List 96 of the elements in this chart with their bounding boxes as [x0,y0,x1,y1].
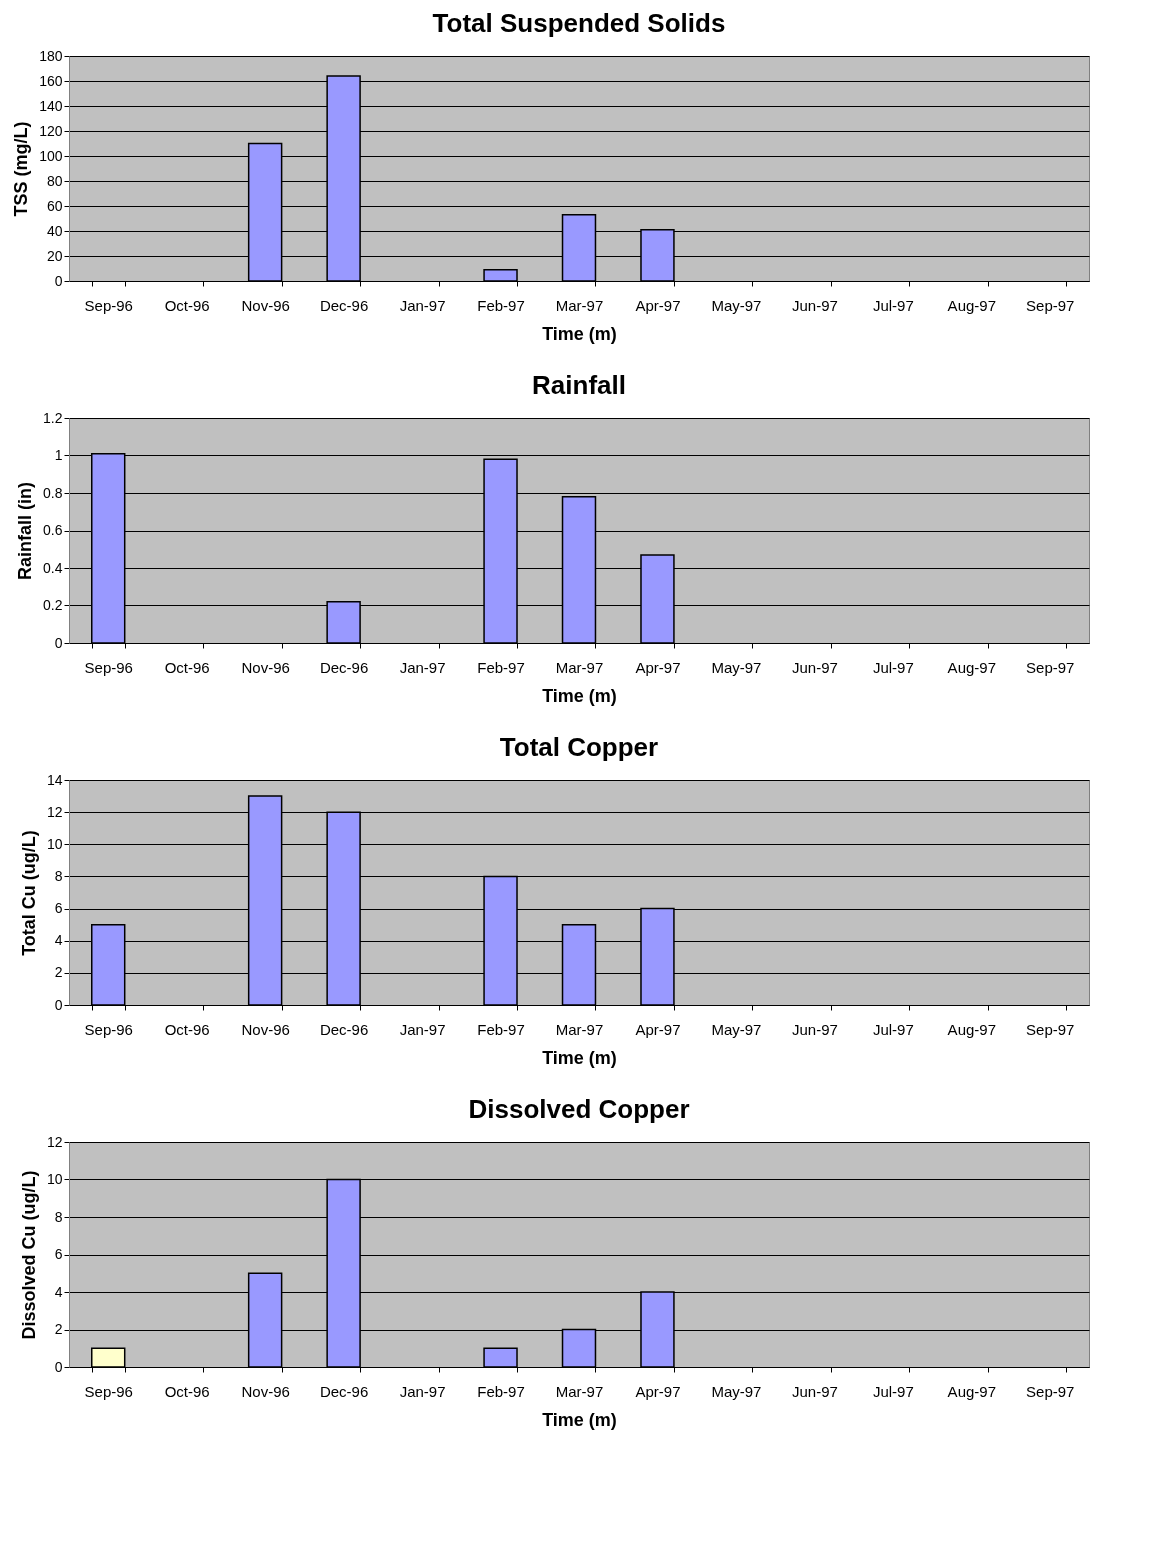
x-tick-label: Jul-97 [872,658,914,676]
y-tick-label: 6 [54,1246,63,1262]
x-tick-label: May-97 [711,658,762,676]
x-tick-label: Jan-97 [399,1020,446,1038]
x-tick-label: Jan-97 [399,296,446,314]
x-tick-label: Sep-97 [1026,296,1075,314]
x-tick-label: Aug-97 [947,1020,996,1038]
y-tick-label: 4 [54,932,63,949]
x-tick-label: Jun-97 [791,1382,838,1400]
x-tick-label: Nov-96 [241,296,290,314]
y-tick-label: 2 [54,964,63,981]
y-axis-title: Total Cu (ug/L) [18,830,39,956]
x-tick-label: Sep-96 [84,296,133,314]
x-tick-label: Mar-97 [555,296,604,314]
y-axis-title: Dissolved Cu (ug/L) [18,1170,39,1340]
x-tick-label: Jul-97 [872,1382,914,1400]
x-tick-label: Dec-96 [319,658,369,676]
x-tick-label: Mar-97 [555,658,604,676]
x-tick-label: May-97 [711,1382,762,1400]
x-axis-title: Time (m) [542,323,617,344]
y-tick-label: 8 [54,867,63,884]
y-axis-title: Rainfall (in) [15,482,36,580]
y-tick-label: 4 [54,1283,63,1300]
x-tick-label: Apr-97 [635,1382,681,1400]
chart-title: Rainfall [532,370,626,400]
y-tick-label: 12 [46,803,63,820]
y-axis-title: TSS (mg/L) [11,121,32,217]
y-tick-label: 2 [54,1321,63,1337]
chart-title: Total Suspended Solids [432,8,726,38]
x-tick-label: Aug-97 [947,1382,996,1400]
x-tick-label: Jun-97 [791,296,838,314]
x-tick-label: Nov-96 [241,1382,290,1400]
x-tick-label: Feb-97 [477,296,525,314]
x-tick-label: Jan-97 [399,658,446,676]
y-tick-label: 120 [39,122,63,139]
y-tick-label: 140 [39,97,63,114]
x-tick-label: Oct-96 [164,1382,210,1400]
y-tick-label: 0 [54,272,63,289]
x-tick-label: Jul-97 [872,296,914,314]
x-tick-label: Sep-97 [1026,658,1075,676]
x-tick-label: Nov-96 [241,658,290,676]
y-tick-label: 1 [54,447,63,463]
y-tick-label: 20 [46,247,63,264]
y-tick-label: 12 [46,1133,63,1150]
y-tick-label: 0 [54,1358,63,1375]
x-tick-label: Feb-97 [477,658,525,676]
y-tick-label: 0.4 [43,559,63,576]
x-tick-label: Oct-96 [164,658,210,676]
y-tick-label: 100 [39,147,63,164]
x-tick-label: Jan-97 [399,1382,446,1400]
x-tick-label: Dec-96 [319,1382,369,1400]
x-tick-label: Sep-96 [84,1020,133,1038]
x-tick-label: Sep-96 [84,1382,133,1400]
x-tick-label: Apr-97 [635,658,681,676]
x-tick-label: Oct-96 [164,1020,210,1038]
x-tick-label: Jun-97 [791,658,838,676]
chart-title: Dissolved Copper [468,1094,690,1124]
x-tick-label: Feb-97 [477,1020,525,1038]
chart-title: Total Copper [499,732,659,762]
y-tick-label: 10 [46,1171,63,1187]
x-tick-label: Mar-97 [555,1020,604,1038]
y-tick-label: 8 [54,1208,63,1225]
y-tick-label: 60 [46,197,63,214]
y-tick-label: 6 [54,900,63,917]
y-tick-label: 0.2 [43,597,63,613]
x-axis-title: Time (m) [542,1047,617,1068]
x-tick-label: Mar-97 [555,1382,604,1400]
y-tick-label: 1.2 [43,409,63,426]
y-tick-label: 0 [54,996,63,1013]
x-axis-title: Time (m) [542,685,617,706]
x-tick-label: Oct-96 [164,296,210,314]
x-axis-title: Time (m) [542,1409,617,1430]
y-tick-label: 0 [54,634,63,651]
x-tick-label: Jul-97 [872,1020,914,1038]
x-tick-label: Nov-96 [241,1020,290,1038]
x-tick-label: Aug-97 [947,296,996,314]
x-tick-label: Sep-97 [1026,1382,1075,1400]
x-tick-label: Apr-97 [635,296,681,314]
x-tick-label: Sep-97 [1026,1020,1075,1038]
x-tick-label: May-97 [711,296,762,314]
x-tick-label: May-97 [711,1020,762,1038]
x-tick-label: Sep-96 [84,658,133,676]
x-tick-label: Jun-97 [791,1020,838,1038]
y-tick-label: 0.8 [43,484,63,501]
x-tick-label: Dec-96 [319,296,369,314]
y-tick-label: 10 [46,835,63,852]
y-tick-label: 40 [46,222,63,239]
y-tick-label: 80 [46,172,63,189]
x-tick-label: Dec-96 [319,1020,369,1038]
x-tick-label: Feb-97 [477,1382,525,1400]
x-tick-label: Apr-97 [635,1020,681,1038]
y-tick-label: 160 [39,72,63,89]
y-tick-label: 0.6 [43,522,63,538]
x-tick-label: Aug-97 [947,658,996,676]
y-tick-label: 180 [39,47,63,64]
y-tick-label: 14 [46,771,63,788]
